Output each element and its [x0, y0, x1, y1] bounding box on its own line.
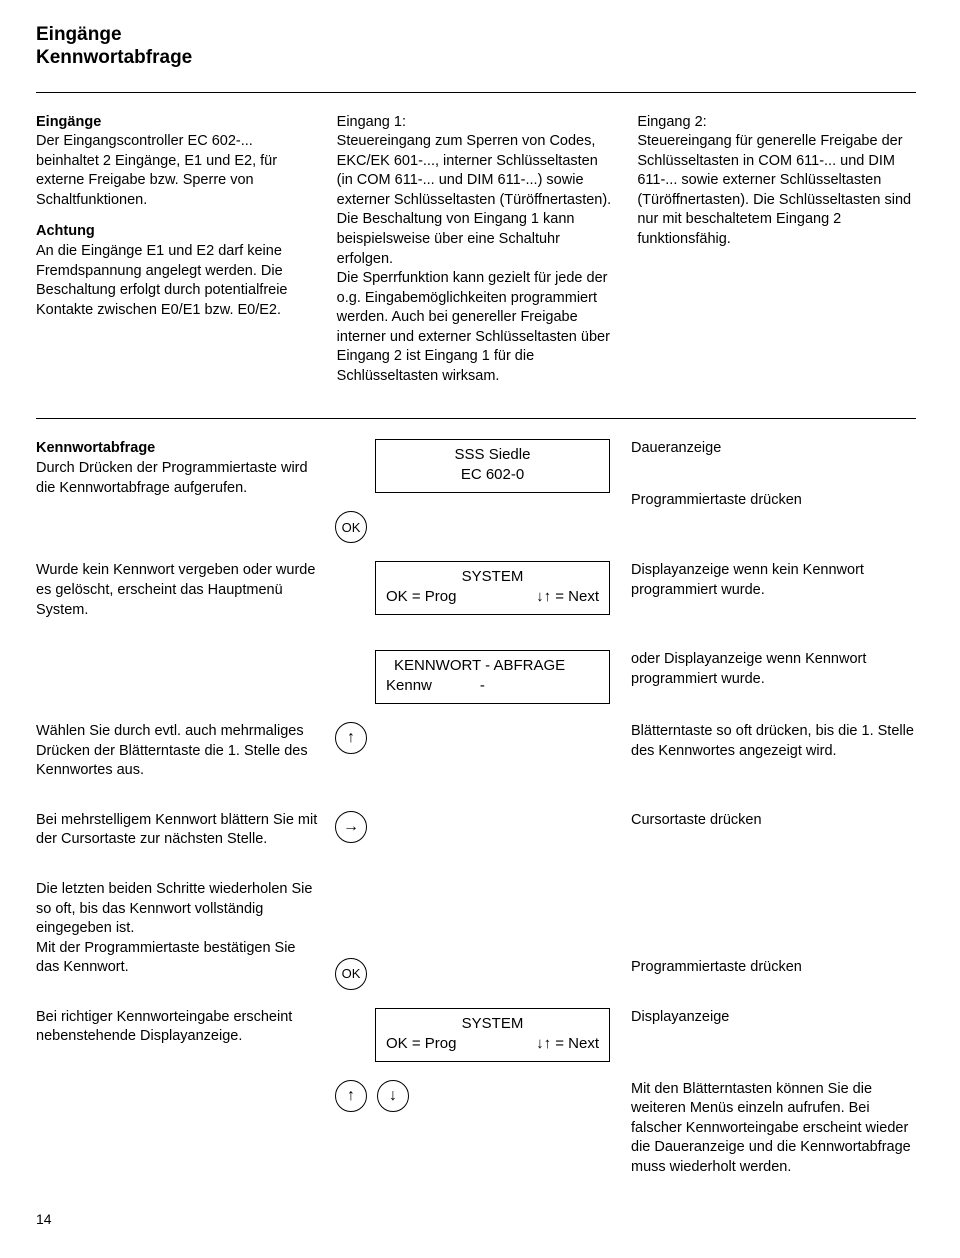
page-title: Eingänge Kennwortabfrage	[36, 24, 916, 70]
page-number: 14	[36, 1210, 916, 1229]
step-6-left: Die letzten beiden Schritte wiederholen …	[36, 880, 321, 990]
intro-1a-body: Der Eingangscontroller EC 602-... beinha…	[36, 133, 277, 208]
step-1-right-1: Daueranzeige	[631, 439, 916, 459]
step-8-middle: ↑ ↓	[335, 1080, 617, 1112]
display-system-2: SYSTEM OK = Prog ↓↑ = Next	[375, 1008, 610, 1062]
arrow-right-icon: →	[335, 811, 367, 843]
step-1-body: Durch Drücken der Programmiertaste wird …	[36, 460, 308, 496]
display-line-2b: ↓↑ = Next	[536, 587, 599, 607]
intro-2b: Steuereingang zum Sperren von Codes, EKC…	[337, 133, 612, 266]
intro-1b-body: An die Eingänge E1 und E2 darf keine Fre…	[36, 243, 288, 318]
intro-columns: Eingänge Der Eingangscontroller EC 602-..…	[36, 113, 916, 399]
intro-col-3: Eingang 2: Steuereingang für generelle Fr…	[637, 113, 916, 399]
step-8-right: Mit den Blätterntasten können Sie die we…	[631, 1080, 916, 1190]
display-system: SYSTEM OK = Prog ↓↑ = Next	[375, 561, 610, 615]
intro-1a: Eingänge Der Eingangscontroller EC 602-..…	[36, 113, 315, 211]
step-6-middle: OK	[335, 958, 617, 990]
intro-2a: Eingang 1:	[337, 114, 406, 130]
step-1-middle: SSS Siedle EC 602-0 OK	[335, 439, 617, 543]
arrow-down-icon: ↓	[377, 1080, 409, 1112]
display-siedle: SSS Siedle EC 602-0	[375, 439, 610, 493]
intro-3: Eingang 2: Steuereingang für generelle Fr…	[637, 113, 916, 250]
arrow-up-icon: ↑	[335, 1080, 367, 1112]
step-5-text: Bei mehrstelligem Kennwort blättern Sie …	[36, 811, 321, 850]
step-1-text: Kennwortabfrage Durch Drücken der Program…	[36, 439, 321, 498]
step-2: Wurde kein Kennwort vergeben oder wurde …	[36, 561, 916, 632]
step-4: Wählen Sie durch evtl. auch mehrmaliges …	[36, 722, 916, 793]
intro-1b: Achtung An die Eingänge E1 und E2 darf ke…	[36, 222, 315, 320]
step-1: Kennwortabfrage Durch Drücken der Program…	[36, 439, 916, 543]
display-line-1: SYSTEM	[386, 567, 599, 587]
step-4-right-text: Blätterntaste so oft drücken, bis die 1.…	[631, 722, 916, 761]
step-7-right-text: Displayanzeige	[631, 1008, 916, 1028]
intro-1a-heading: Eingänge	[36, 114, 101, 130]
display-kennwort: KENNWORT - ABFRAGE Kennw -	[375, 650, 610, 704]
title-line-2: Kennwortabfrage	[36, 47, 192, 68]
display-line-1: SSS Siedle	[386, 445, 599, 465]
step-7-middle: SYSTEM OK = Prog ↓↑ = Next	[335, 1008, 617, 1062]
arrow-up-icon: ↑	[335, 722, 367, 754]
step-2-text: Wurde kein Kennwort vergeben oder wurde …	[36, 561, 321, 620]
display-line-1: KENNWORT - ABFRAGE	[386, 656, 599, 676]
step-7-left: Bei richtiger Kennworteingabe erscheint …	[36, 1008, 321, 1059]
step-1-right: Daueranzeige Programmiertaste drücken	[631, 439, 916, 522]
step-7-right: Displayanzeige	[631, 1008, 916, 1040]
step-2-right: Displayanzeige wenn kein Kennwort progra…	[631, 561, 916, 612]
intro-3b: Steuereingang für generelle Freigabe der…	[637, 133, 911, 247]
step-5-left: Bei mehrstelligem Kennwort blättern Sie …	[36, 811, 321, 862]
display-line-2: EC 602-0	[386, 465, 599, 485]
step-5-right-text: Cursortaste drücken	[631, 811, 916, 831]
step-2-right-text: Displayanzeige wenn kein Kennwort progra…	[631, 561, 916, 600]
display-line-1: SYSTEM	[386, 1014, 599, 1034]
step-3: KENNWORT - ABFRAGE Kennw - oder Displayan…	[36, 650, 916, 704]
step-1-heading: Kennwortabfrage	[36, 440, 155, 456]
intro-1b-heading: Achtung	[36, 223, 95, 239]
step-3-right: oder Displayanzeige wenn Kennwort progra…	[631, 650, 916, 701]
divider	[36, 418, 916, 419]
step-6-right-text: Programmiertaste drücken	[631, 958, 916, 978]
step-7: Bei richtiger Kennworteingabe erscheint …	[36, 1008, 916, 1062]
step-1-left: Kennwortabfrage Durch Drücken der Program…	[36, 439, 321, 510]
step-5-middle: →	[335, 811, 617, 843]
display-line-2a: OK = Prog	[386, 587, 456, 607]
display-line-2a: OK = Prog	[386, 1034, 456, 1054]
ok-button-icon: OK	[335, 511, 367, 543]
step-8: ↑ ↓ Mit den Blätterntasten können Sie di…	[36, 1080, 916, 1190]
step-8-right-text: Mit den Blätterntasten können Sie die we…	[631, 1080, 916, 1178]
step-5: Bei mehrstelligem Kennwort blättern Sie …	[36, 811, 916, 862]
step-3-middle: KENNWORT - ABFRAGE Kennw -	[335, 650, 617, 704]
intro-2c: Die Sperrfunktion kann gezielt für jede …	[337, 270, 610, 384]
display-line-2b: ↓↑ = Next	[536, 1034, 599, 1054]
intro-col-2: Eingang 1: Steuereingang zum Sperren von …	[337, 113, 616, 399]
step-7-text: Bei richtiger Kennworteingabe erscheint …	[36, 1008, 321, 1047]
divider	[36, 92, 916, 93]
intro-3a: Eingang 2:	[637, 114, 706, 130]
display-line-2a: Kennw	[386, 676, 432, 696]
intro-col-1: Eingänge Der Eingangscontroller EC 602-..…	[36, 113, 315, 399]
step-4-middle: ↑	[335, 722, 617, 754]
step-6: Die letzten beiden Schritte wiederholen …	[36, 880, 916, 990]
step-6-text: Die letzten beiden Schritte wiederholen …	[36, 880, 321, 978]
display-line-2b: -	[480, 676, 485, 696]
step-4-left: Wählen Sie durch evtl. auch mehrmaliges …	[36, 722, 321, 793]
step-3-right-text: oder Displayanzeige wenn Kennwort progra…	[631, 650, 916, 689]
step-1-right-2: Programmiertaste drücken	[631, 491, 916, 511]
step-2-left: Wurde kein Kennwort vergeben oder wurde …	[36, 561, 321, 632]
step-4-right: Blätterntaste so oft drücken, bis die 1.…	[631, 722, 916, 773]
intro-2: Eingang 1: Steuereingang zum Sperren von …	[337, 113, 616, 387]
ok-button-icon: OK	[335, 958, 367, 990]
step-4-text: Wählen Sie durch evtl. auch mehrmaliges …	[36, 722, 321, 781]
step-5-right: Cursortaste drücken	[631, 811, 916, 843]
step-6-right: Programmiertaste drücken	[631, 958, 916, 990]
title-line-1: Eingänge	[36, 24, 122, 45]
step-2-middle: SYSTEM OK = Prog ↓↑ = Next	[335, 561, 617, 615]
